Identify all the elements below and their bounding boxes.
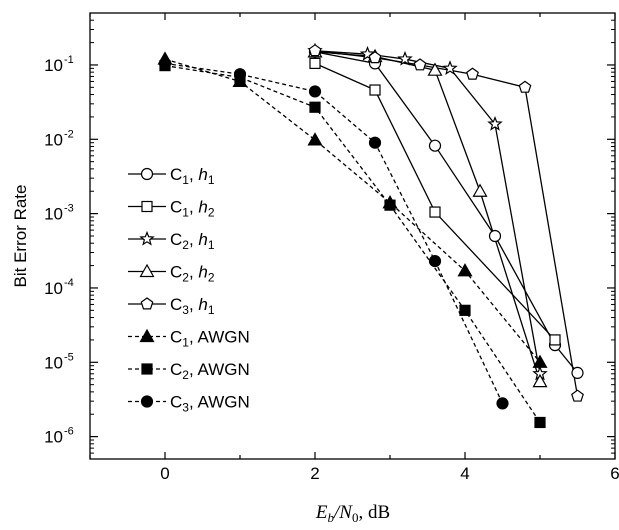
data-point-series-6 — [534, 416, 546, 429]
y-tick-label: 10 — [44, 205, 63, 224]
y-tick-label-exponent: -4 — [64, 277, 74, 289]
legend-label-0: C1, h1 — [170, 165, 215, 187]
data-point-series-7 — [496, 397, 509, 410]
x-tick-label: 6 — [610, 464, 619, 483]
legend-marker-5 — [139, 328, 155, 343]
y-tick-label: 10 — [44, 279, 63, 298]
data-point-series-7 — [368, 136, 382, 149]
data-point-series-2 — [442, 60, 458, 75]
legend-marker-3 — [139, 263, 155, 278]
y-tick-label: 10 — [44, 130, 63, 149]
series-line-5 — [164, 58, 541, 363]
legend-label-4: C3, h1 — [170, 295, 215, 317]
series-markers — [157, 42, 584, 429]
series-line-3 — [314, 51, 541, 382]
legend-label-2: C2, h1 — [170, 230, 215, 252]
data-point-series-5 — [532, 354, 548, 368]
legend-marker-2 — [139, 230, 155, 246]
data-point-series-4 — [413, 58, 427, 71]
data-point-series-7 — [233, 68, 247, 81]
legend: C1, h1 C1, h2 C2, h1 C2, h2 C3, h1 C1, AWGN C2… — [128, 165, 250, 415]
legend-marker-0 — [140, 167, 154, 181]
data-point-series-5 — [457, 263, 473, 277]
y-tick-label-exponent: -3 — [64, 203, 74, 215]
data-point-series-4 — [368, 51, 382, 64]
series-line-6 — [164, 64, 541, 423]
legend-marker-6 — [141, 363, 153, 375]
legend-marker-4 — [140, 297, 154, 310]
data-point-series-3 — [427, 62, 443, 76]
series-line-1 — [314, 62, 556, 341]
data-point-series-7 — [428, 254, 442, 268]
data-point-series-3 — [472, 183, 488, 197]
data-point-series-4 — [518, 80, 532, 93]
data-point-series-2 — [487, 115, 503, 131]
data-point-series-7 — [308, 85, 322, 98]
data-point-series-7 — [158, 57, 172, 70]
data-point-series-0 — [428, 139, 442, 152]
data-point-series-0 — [571, 366, 584, 379]
legend-label-6: C2, AWGN — [170, 360, 250, 382]
y-tick-label: 10 — [44, 428, 63, 447]
legend-label-7: C3, AWGN — [170, 393, 250, 415]
x-tick-label: 2 — [310, 464, 319, 483]
legend-marker-7 — [140, 395, 154, 408]
data-point-series-5 — [307, 132, 323, 146]
x-axis-title: Eb/N0, dB — [315, 502, 390, 525]
tick-labels: 0 2 4 610-610-510-410-310-210-1 — [44, 54, 619, 483]
data-point-series-2 — [359, 45, 376, 61]
legend-label-3: C2, h2 — [170, 263, 215, 285]
data-point-series-4 — [466, 67, 479, 80]
y-tick-label: 10 — [44, 353, 63, 372]
x-tick-label: 0 — [160, 464, 169, 483]
series-line-2 — [314, 50, 541, 374]
series-line-7 — [164, 62, 504, 404]
data-point-series-6 — [309, 101, 321, 113]
y-axis-title: Bit Error Rate — [11, 185, 30, 288]
y-tick-label-exponent: -2 — [64, 128, 74, 140]
data-point-series-6 — [384, 199, 396, 211]
y-tick-label-exponent: -5 — [64, 351, 74, 363]
data-point-series-2 — [397, 50, 413, 66]
data-point-series-3 — [532, 373, 548, 388]
legend-label-1: C1, h2 — [170, 198, 215, 220]
data-point-series-6 — [459, 304, 471, 316]
ticks — [89, 12, 616, 460]
data-point-series-4 — [571, 389, 584, 402]
data-point-series-4 — [308, 44, 322, 57]
y-tick-label: 10 — [44, 56, 63, 75]
data-point-series-1 — [369, 84, 381, 96]
y-tick-label-exponent: -6 — [64, 426, 74, 438]
x-tick-label: 4 — [460, 464, 469, 483]
data-point-series-1 — [309, 57, 321, 69]
data-point-series-1 — [429, 206, 441, 218]
y-tick-label-exponent: -1 — [64, 54, 74, 66]
legend-label-5: C1, AWGN — [170, 328, 250, 350]
data-point-series-1 — [549, 334, 561, 346]
data-point-series-0 — [488, 229, 502, 243]
legend-marker-1 — [141, 200, 153, 213]
